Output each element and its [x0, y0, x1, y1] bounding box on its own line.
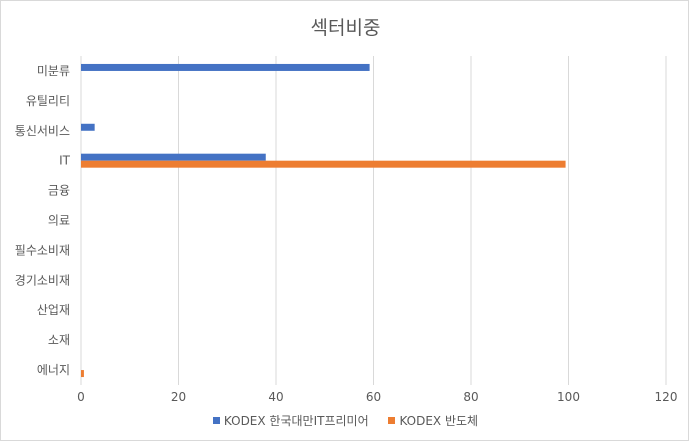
- bar-series-2: [81, 370, 84, 378]
- bar-series-1: [81, 153, 266, 161]
- legend-label-series-2: KODEX 반도체: [399, 414, 479, 428]
- x-tick-label: 0: [77, 390, 85, 404]
- bar-series-1: [81, 123, 95, 131]
- y-category-label: 의료: [48, 214, 70, 228]
- y-category-label: 유틸리티: [26, 94, 70, 108]
- y-category-label: 통신서비스: [15, 124, 70, 138]
- legend-label-series-1: KODEX 한국대만IT프리미어: [223, 414, 369, 428]
- x-tick-label: 80: [463, 390, 478, 404]
- y-category-label: 미분류: [37, 64, 70, 78]
- y-category-label: 금융: [48, 184, 70, 198]
- y-category-label: 산업재: [37, 303, 70, 317]
- legend-swatch-series-2: [388, 417, 396, 424]
- y-category-label: 소재: [48, 333, 70, 347]
- legend-swatch-series-1: [212, 417, 220, 424]
- legend: KODEX 한국대만IT프리미어 KODEX 반도체: [1, 412, 689, 429]
- bar-series-2: [81, 160, 566, 168]
- x-tick-label: 20: [171, 390, 186, 404]
- legend-item-series-2: KODEX 반도체: [388, 412, 478, 429]
- x-tick-label: 120: [655, 390, 678, 404]
- bar-series-1: [81, 63, 370, 71]
- x-tick-label: 100: [557, 390, 580, 404]
- y-category-label: 필수소비재: [15, 243, 70, 257]
- x-tick-label: 40: [268, 390, 283, 404]
- y-category-label: 에너지: [37, 363, 70, 377]
- chart-title: 섹터비중: [310, 17, 381, 39]
- y-category-label: IT: [59, 154, 71, 168]
- x-tick-label: 60: [366, 390, 381, 404]
- legend-item-series-1: KODEX 한국대만IT프리미어: [212, 412, 369, 429]
- y-category-label: 경기소비재: [15, 273, 70, 287]
